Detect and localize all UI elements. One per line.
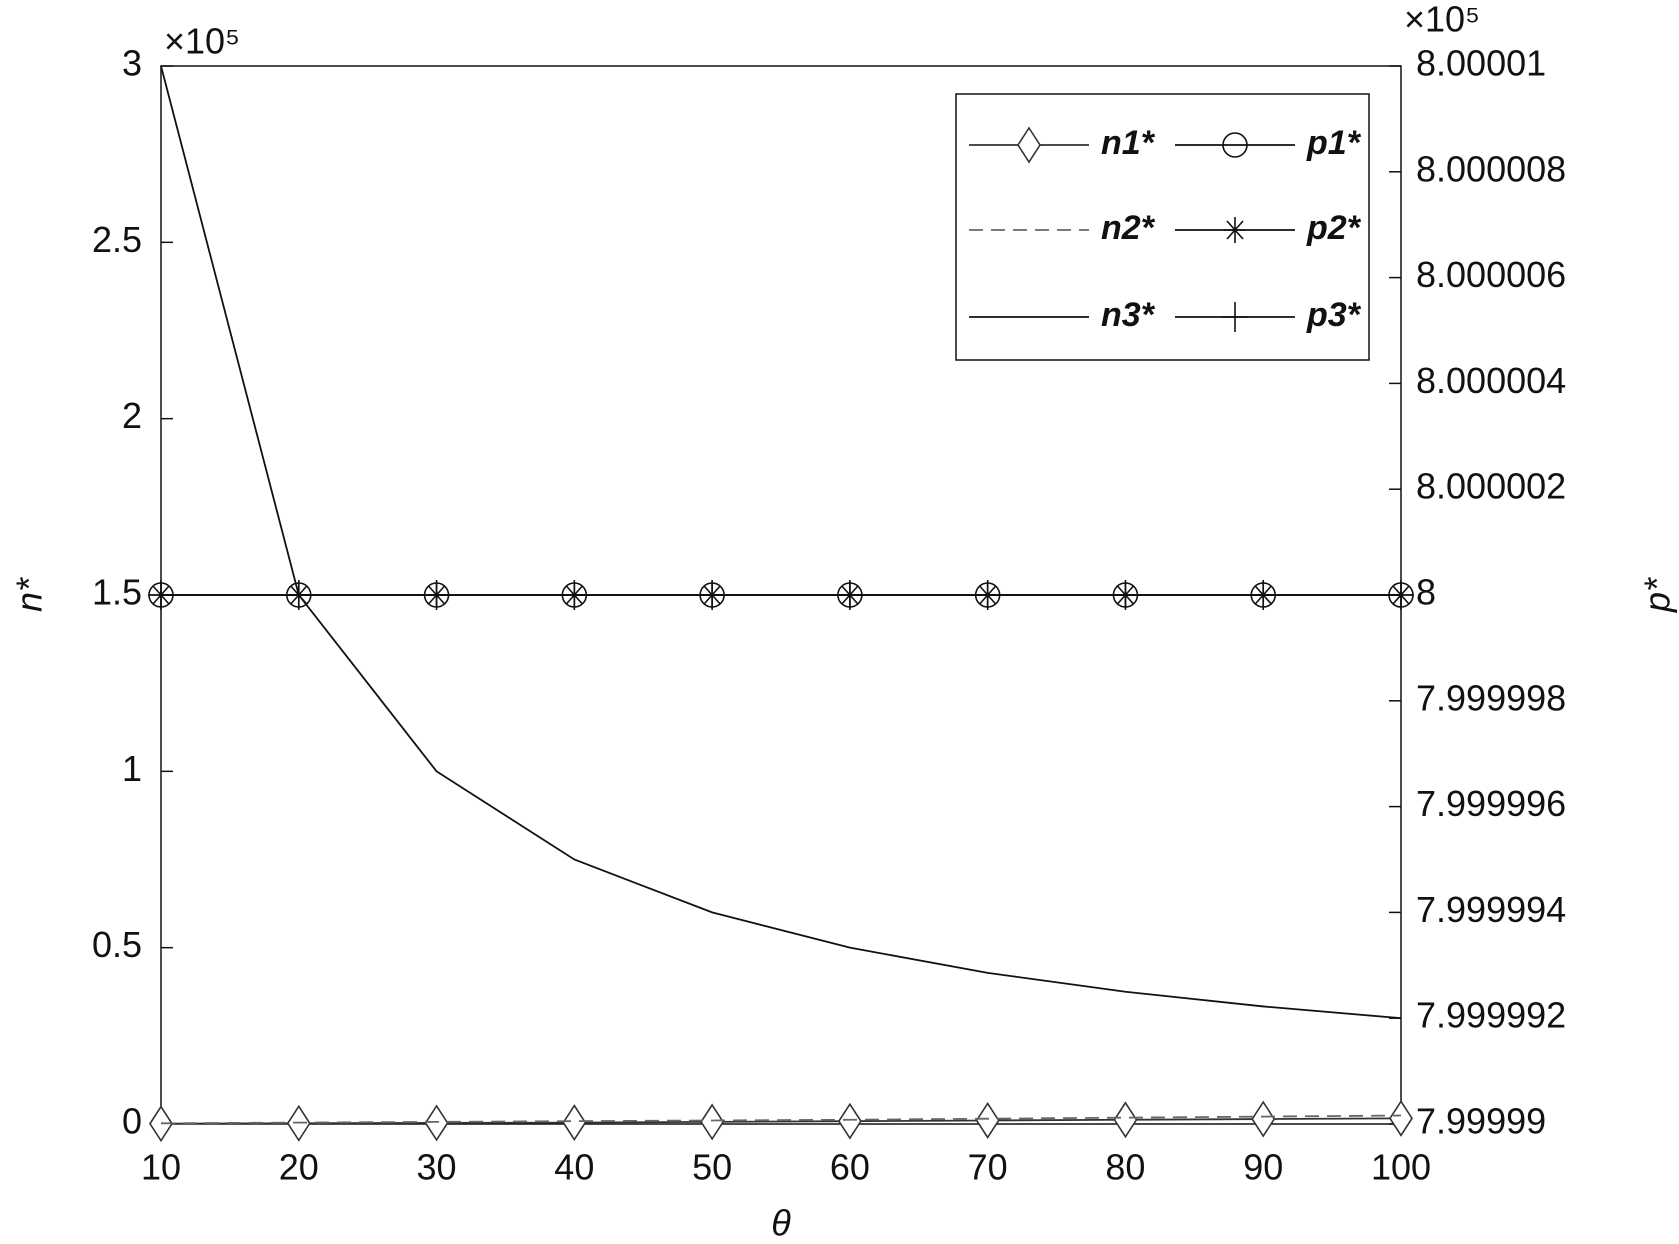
y-tick-label: 0 — [122, 1101, 142, 1142]
x-tick-label: 100 — [1371, 1147, 1431, 1188]
x-tick-label: 10 — [141, 1147, 181, 1188]
marker-diamond — [1251, 1100, 1276, 1138]
legend-label: n1* — [1101, 124, 1156, 162]
y2-tick-label: 7.999992 — [1416, 995, 1566, 1036]
y2-tick-label: 8.000002 — [1416, 466, 1566, 507]
x-tick-label: 40 — [554, 1147, 594, 1188]
y2-tick-label: 7.999996 — [1416, 783, 1566, 824]
x-tick-label: 80 — [1105, 1147, 1145, 1188]
y-tick-label: 2.5 — [92, 219, 142, 260]
y-tick-label: 3 — [122, 43, 142, 84]
legend-label: n2* — [1101, 209, 1156, 247]
y2-tick-label: 8.000004 — [1416, 360, 1566, 401]
marker-plus — [423, 580, 450, 610]
marker-diamond — [837, 1102, 862, 1140]
y2-tick-label: 7.999998 — [1416, 677, 1566, 718]
legend-label: p3* — [1306, 296, 1362, 334]
y2-tick-label: 8.00001 — [1416, 43, 1546, 84]
marker-plus — [1250, 580, 1277, 610]
y2-axis-label: p* — [1637, 577, 1678, 613]
legend-marker — [1224, 217, 1246, 243]
legend-marker — [1222, 132, 1248, 158]
x-tick-label: 60 — [830, 1147, 870, 1188]
marker-diamond — [424, 1104, 449, 1142]
marker-diamond — [1389, 1099, 1413, 1137]
x-tick-label: 90 — [1243, 1147, 1283, 1188]
y-tick-label: 2 — [122, 395, 142, 436]
marker-plus — [699, 580, 726, 610]
marker-plus — [148, 580, 174, 610]
y2-multiplier: ×10⁵ — [1404, 0, 1480, 40]
y-axis-label: n* — [9, 577, 50, 612]
marker-plus — [1388, 580, 1414, 610]
marker-diamond — [562, 1104, 587, 1142]
marker-plus — [1112, 580, 1139, 610]
marker-plus — [285, 580, 312, 610]
marker-diamond — [700, 1103, 725, 1141]
x-tick-label: 50 — [692, 1147, 732, 1188]
x-axis-label: θ — [771, 1203, 791, 1244]
series-line — [160, 65, 1402, 1020]
y2-tick-label: 8.000008 — [1416, 148, 1566, 189]
marker-plus — [561, 580, 588, 610]
x-tick-label: 70 — [968, 1147, 1008, 1188]
x-tick-label: 30 — [417, 1147, 457, 1188]
legend-marker — [1017, 126, 1041, 164]
marker-diamond — [1113, 1101, 1138, 1139]
marker-plus — [836, 580, 863, 610]
y2-tick-label: 7.999994 — [1416, 889, 1566, 930]
y-tick-label: 0.5 — [92, 924, 142, 965]
y2-tick-label: 7.99999 — [1416, 1101, 1546, 1142]
legend-marker — [1222, 302, 1248, 332]
y2-tick-label: 8 — [1416, 572, 1436, 613]
series-line — [160, 1114, 1402, 1125]
y-tick-label: 1 — [122, 748, 142, 789]
marker-diamond — [149, 1105, 173, 1143]
y-multiplier: ×10⁵ — [164, 21, 240, 62]
legend-label: n3* — [1101, 296, 1156, 334]
marker-diamond — [975, 1101, 1000, 1139]
marker-plus — [974, 580, 1001, 610]
legend-label: p1* — [1306, 124, 1362, 162]
x-tick-label: 20 — [279, 1147, 319, 1188]
y2-tick-label: 8.000006 — [1416, 254, 1566, 295]
y-tick-label: 1.5 — [92, 572, 142, 613]
legend-label: p2* — [1306, 209, 1362, 247]
